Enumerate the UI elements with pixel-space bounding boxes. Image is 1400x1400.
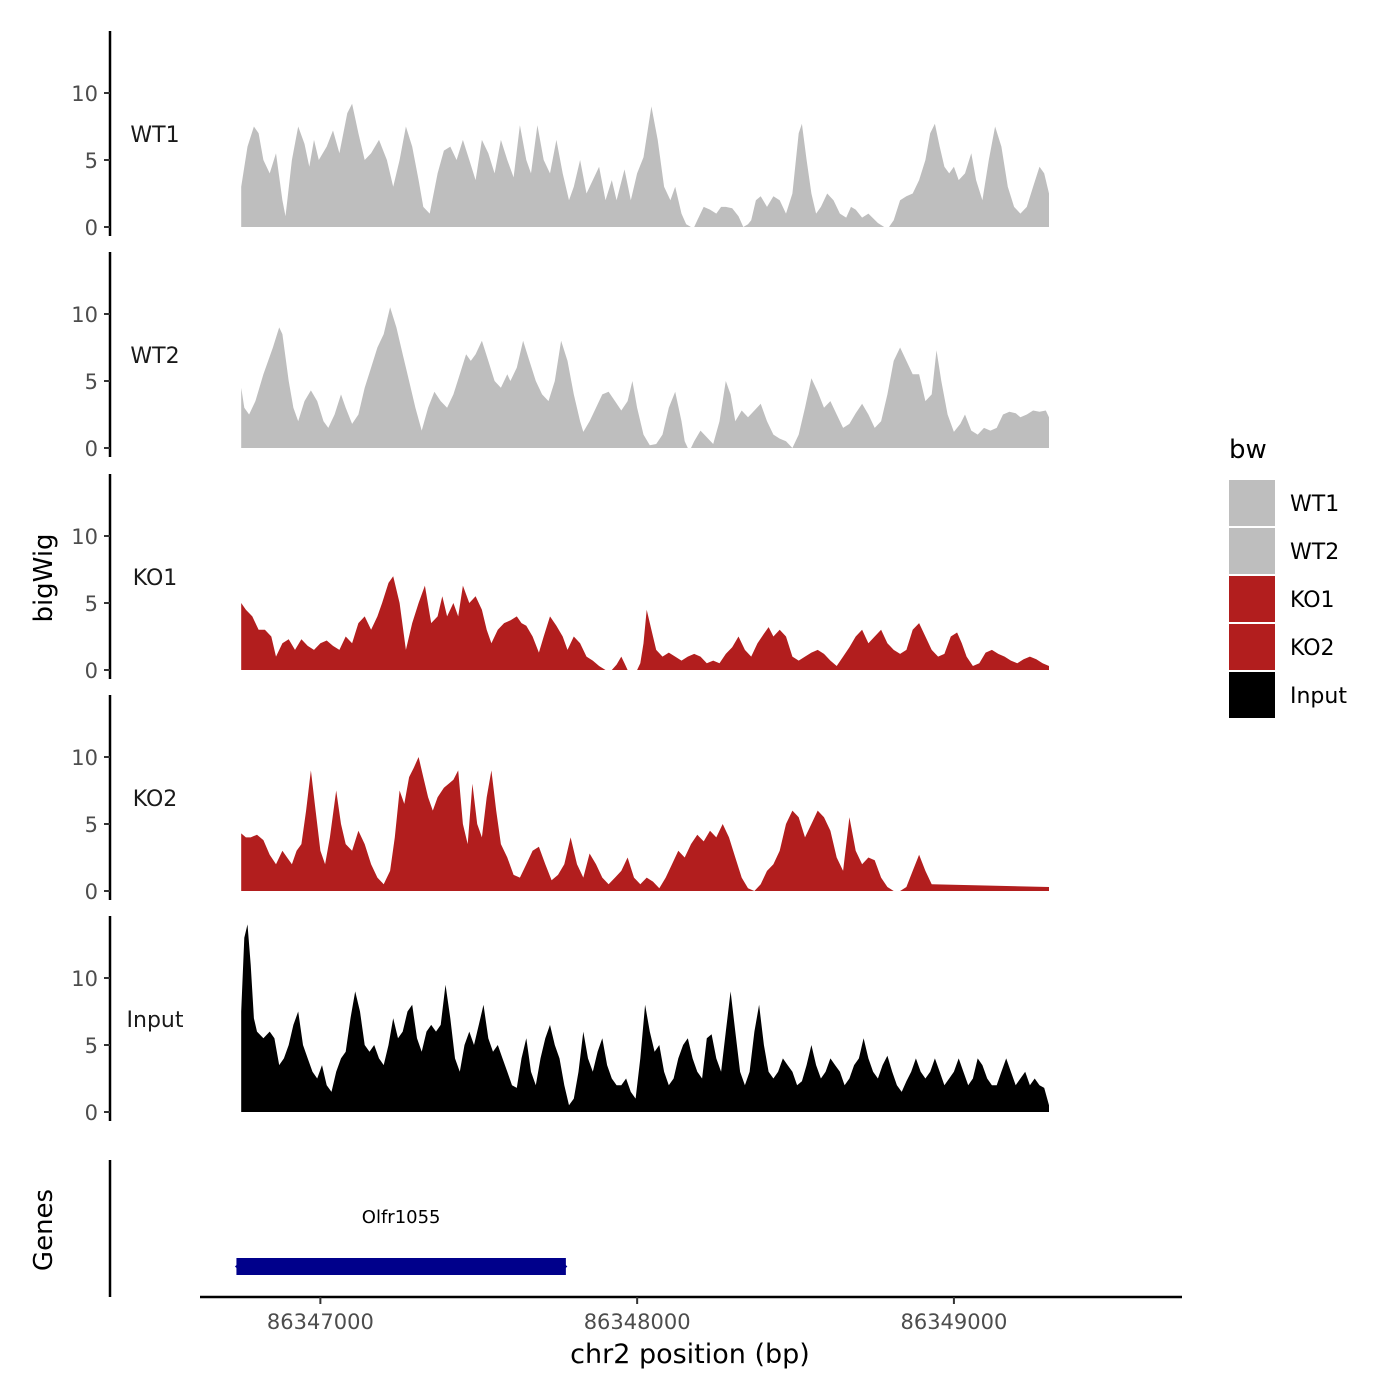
legend-label: KO1 [1290,588,1335,613]
genes-panel: Olfr1055 [108,1160,568,1297]
gene-strand-arrows [234,1260,568,1273]
x-tick-label: 86347000 [267,1310,374,1334]
genes-axis-title: Genes [29,1189,59,1271]
legend-key-wt1 [1229,480,1275,526]
y-tick-label: 10 [71,525,98,549]
y-tick-label: 0 [85,880,98,904]
legend-label: WT1 [1290,492,1339,517]
x-tick-label: 86349000 [900,1310,1007,1334]
legend-title: bw [1229,435,1267,465]
legend-key-wt2 [1229,528,1275,574]
signal-area-input [241,924,1049,1112]
y-tick-label: 10 [71,82,98,106]
y-tick-label: 10 [71,746,98,770]
track-label: KO1 [133,566,178,591]
track-panel-ko1: 0 5 10 KO1 [71,474,1049,683]
y-tick-label: 0 [85,1101,98,1125]
track-panel-ko2: 0 5 10 KO2 [71,695,1049,904]
track-panel-wt1: 0 5 10 WT1 [71,31,1049,240]
x-axis-title: chr2 position (bp) [570,1339,810,1370]
gene-body [236,1258,566,1275]
y-axis-title: bigWig [29,533,59,622]
y-tick-label: 5 [85,370,98,394]
y-tick-label: 0 [85,216,98,240]
track-label: WT2 [130,344,179,369]
legend-key-ko1 [1229,576,1275,622]
y-tick-label: 5 [85,1034,98,1058]
track-panel-input: 0 5 10 Input [71,916,1049,1125]
y-tick-label: 10 [71,967,98,991]
track-panel-wt2: 0 5 10 WT2 [71,252,1049,461]
legend-label: Input [1290,684,1347,709]
track-label: Input [127,1008,184,1033]
track-label: WT1 [130,123,179,148]
y-tick-label: 0 [85,437,98,461]
signal-area-ko1 [241,576,1049,670]
signal-area-wt2 [241,307,1049,448]
legend-key-input [1229,672,1275,718]
signal-area-wt1 [241,103,1049,227]
legend: bw WT1 WT2 KO1 KO2 Input [1229,435,1347,718]
track-label: KO2 [133,787,178,812]
y-tick-label: 5 [85,149,98,173]
signal-area-ko2 [241,757,1049,891]
y-tick-label: 10 [71,303,98,327]
legend-key-ko2 [1229,624,1275,670]
x-tick-label: 86348000 [584,1310,691,1334]
gene-label: Olfr1055 [362,1207,441,1228]
track-panels: 0 5 10 WT1 0 5 10 WT2 0 5 10 KO1 0 5 10 KO2 0 5 10 Input [71,31,1049,1125]
y-tick-label: 5 [85,813,98,837]
y-tick-label: 0 [85,659,98,683]
x-axis: 86347000 86348000 86349000 [200,1295,1182,1334]
legend-label: KO2 [1290,636,1335,661]
y-tick-label: 5 [85,592,98,616]
legend-label: WT2 [1290,540,1339,565]
